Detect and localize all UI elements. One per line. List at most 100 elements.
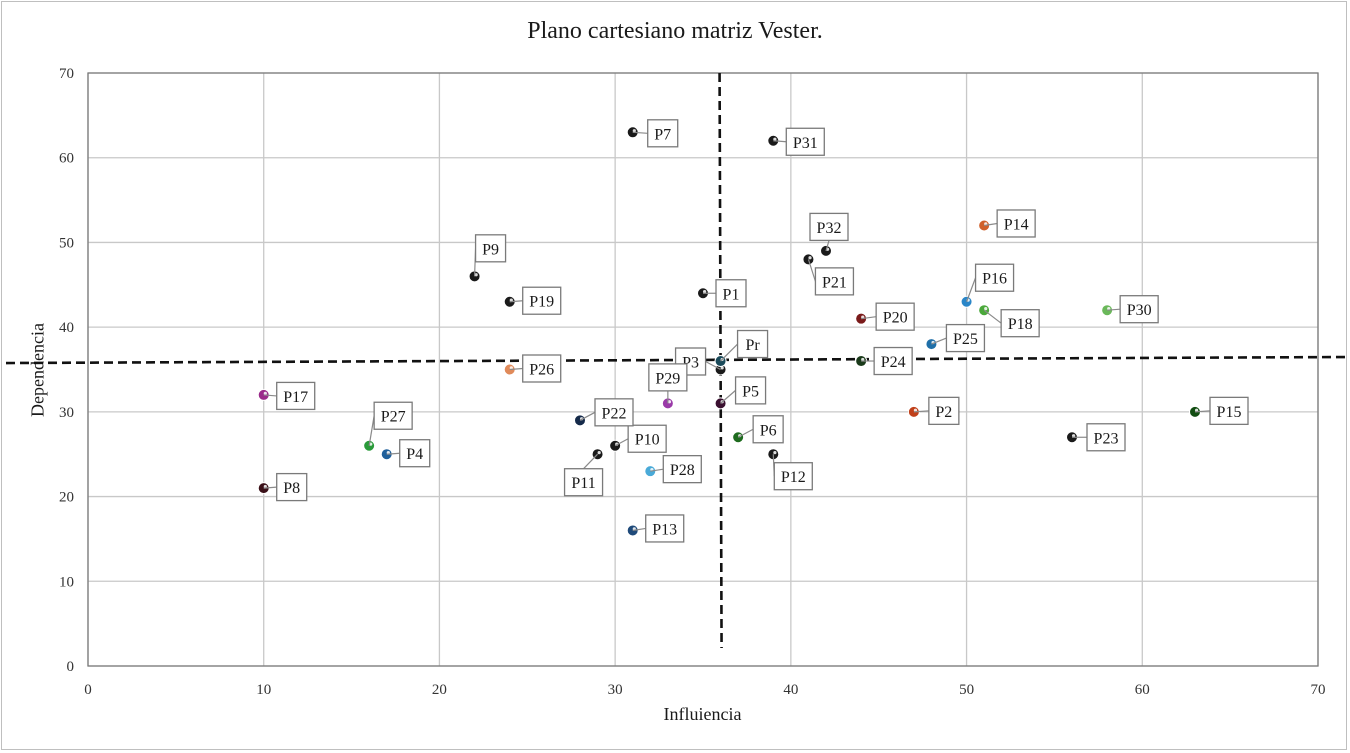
data-label-p12: P12 [773,462,813,491]
data-label-text: P1 [723,286,740,303]
point-highlight [1107,307,1111,311]
data-label-p17: P17 [276,381,316,411]
data-label-text: P6 [760,422,777,439]
point-highlight [861,357,865,362]
y-tick-label: 50 [59,235,74,251]
grid-lines [87,72,1319,667]
point-highlight [773,137,777,141]
label-leader-p16 [966,277,977,302]
data-label-p6: P6 [752,415,784,444]
data-label-p18: P18 [1000,309,1040,338]
data-label-p23: P23 [1086,423,1126,452]
data-label-text: P4 [406,446,423,463]
label-leader-p2 [913,410,929,413]
point-highlight [773,451,777,455]
label-leader-p25 [931,337,947,345]
data-label-text: P16 [982,271,1007,288]
data-label-box [276,381,316,411]
data-label-p29: P29 [648,363,688,392]
data-label-text: P26 [529,362,554,379]
data-label-box [752,415,784,444]
data-label-text: P27 [381,409,406,426]
data-label-text: P11 [571,475,595,492]
data-label-text: P24 [881,354,906,371]
label-leader-p7 [632,131,648,134]
data-label-text: P14 [1004,216,1029,233]
data-label-box [662,455,702,484]
data-label-p30: P30 [1119,295,1159,324]
data-label-text: Pr [745,337,760,354]
y-tick-label: 70 [59,66,74,82]
data-label-box [734,376,767,405]
label-leader-p19 [509,300,523,303]
label-leader-p27 [368,415,375,446]
point-highlight [984,307,988,311]
label-leader-p21 [807,259,817,282]
data-label-p31: P31 [785,127,825,156]
point-highlight [509,298,513,302]
data-label-box [645,514,685,543]
data-label-text: P7 [654,126,671,143]
label-leader-p6 [737,428,754,438]
data-label-p7: P7 [647,119,679,148]
point-highlight [509,366,513,370]
x-tick-label: 0 [84,682,92,698]
label-leader-p32 [825,240,830,252]
label-leader-p3 [705,360,721,371]
point-highlight [632,129,636,133]
data-label-box [474,234,507,263]
y-tick-label: 0 [67,659,75,675]
data-label-p4: P4 [399,439,431,468]
label-leader-p30 [1107,308,1121,311]
data-label-p13: P13 [645,514,685,543]
data-label-text: P22 [602,405,627,422]
data-label-p15: P15 [1209,396,1249,426]
data-label-box [1209,396,1249,426]
data-label-pr: Pr [736,329,769,359]
data-label-box [1000,309,1040,338]
label-leader-p31 [773,140,787,143]
data-label-text: P30 [1127,302,1152,319]
data-label-p25: P25 [945,323,986,353]
data-label-text: P5 [742,383,759,400]
label-leader-pr [720,343,738,362]
data-label-box [873,346,913,376]
label-leader-p26 [509,367,523,371]
data-label-p22: P22 [594,398,634,427]
data-label-text: P13 [652,521,677,538]
data-label-text: P12 [781,469,806,486]
label-leader-p28 [650,468,664,472]
data-label-box [522,286,562,315]
data-label-p5: P5 [734,376,767,405]
y-tick-label: 40 [59,320,74,336]
data-label-box [399,439,431,468]
data-label-box [276,472,308,502]
point-highlight [597,451,601,455]
y-tick-label: 20 [59,490,74,506]
data-label-box [647,119,679,148]
point-highlight [1072,434,1076,438]
data-label-box [373,401,413,430]
data-label-p24: P24 [873,346,913,376]
chart-title: Plano cartesiano matriz Vester. [527,18,823,44]
x-tick-label: 10 [256,682,271,698]
label-leader-p8 [263,486,277,489]
data-label-p10: P10 [627,424,667,453]
data-label-text: P23 [1094,430,1119,447]
data-label-p1: P1 [715,279,747,308]
data-label-text: P20 [883,310,908,327]
x-tick-label: 70 [1311,682,1326,698]
data-label-box [974,263,1015,292]
data-label-box [773,462,813,491]
x-tick-label: 20 [432,682,447,698]
label-leader-p17 [263,394,277,397]
x-tick-label: 40 [783,682,798,698]
data-label-box [1119,295,1159,324]
data-label-p26: P26 [522,354,562,383]
plot-area-border [87,72,1319,667]
data-points [257,126,1201,537]
data-label-box [648,363,688,392]
label-leader-p10 [614,438,629,447]
data-label-p20: P20 [875,302,915,331]
